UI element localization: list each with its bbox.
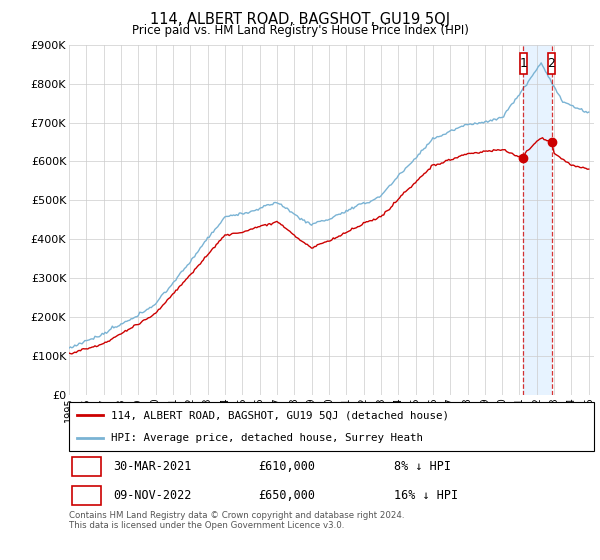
Text: 09-NOV-2022: 09-NOV-2022 [113,489,192,502]
Text: 114, ALBERT ROAD, BAGSHOT, GU19 5QJ: 114, ALBERT ROAD, BAGSHOT, GU19 5QJ [150,12,450,27]
Text: £650,000: £650,000 [258,489,315,502]
Text: 8% ↓ HPI: 8% ↓ HPI [395,460,452,473]
Text: Contains HM Land Registry data © Crown copyright and database right 2024.
This d: Contains HM Land Registry data © Crown c… [69,511,404,530]
Bar [520,53,527,74]
Text: 2: 2 [548,57,556,70]
Text: Price paid vs. HM Land Registry's House Price Index (HPI): Price paid vs. HM Land Registry's House … [131,24,469,36]
Text: £610,000: £610,000 [258,460,315,473]
Text: 114, ALBERT ROAD, BAGSHOT, GU19 5QJ (detached house): 114, ALBERT ROAD, BAGSHOT, GU19 5QJ (det… [111,410,449,421]
Text: 16% ↓ HPI: 16% ↓ HPI [395,489,458,502]
Text: 1: 1 [520,57,527,70]
Text: 1: 1 [82,460,89,473]
Bar [71,457,101,477]
Text: 2: 2 [82,489,89,502]
Text: HPI: Average price, detached house, Surrey Heath: HPI: Average price, detached house, Surr… [111,433,423,444]
Bar [548,53,556,74]
Bar [523,45,551,395]
Bar [71,486,101,505]
Text: 30-MAR-2021: 30-MAR-2021 [113,460,192,473]
